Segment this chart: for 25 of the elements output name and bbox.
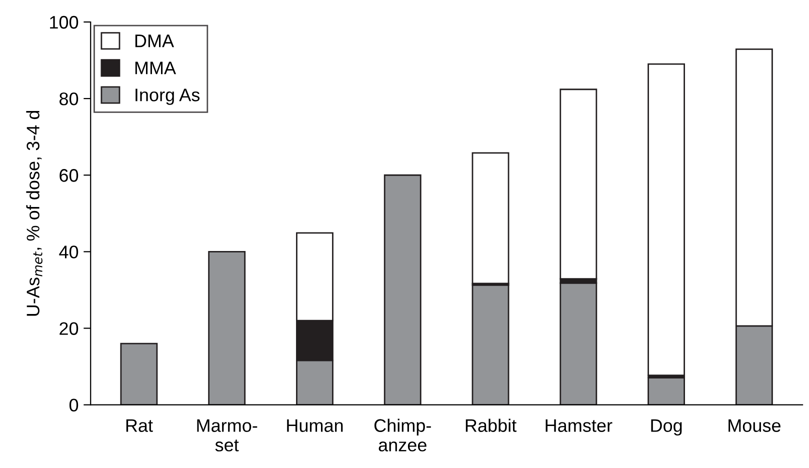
bar [560,282,598,405]
bar [648,63,686,376]
legend-label: DMA [135,34,174,48]
bar [648,376,686,405]
bar [208,250,246,405]
x-tick-label: Mouse [728,419,780,432]
bar [384,174,422,405]
x-tick-label: Chimp- anzee [374,418,431,452]
x-tick-label: Dog [651,419,682,436]
y-tick-label: 20 [60,322,78,335]
x-tick-label: Hamster [546,419,612,432]
x-tick-label: Marmo- set [197,419,258,452]
x-tick-label: Human [287,419,343,432]
y-tick-label: 0 [69,398,78,412]
y-axis-title: U-As$_{met}$, % of dose, 3-4 d [26,110,42,316]
bar [120,342,158,405]
y-tick-label: 40 [59,246,78,258]
x-tick-label: Rabbit [466,418,516,432]
y-tick-label: 80 [60,92,78,106]
y-tick-label: 60 [60,169,78,182]
legend-label: Inorg As [136,88,200,105]
legend-label: MMA [135,62,176,74]
bar [560,88,598,280]
x-tick-label: Rat [126,419,153,432]
y-tick-label: 100 [50,16,78,29]
